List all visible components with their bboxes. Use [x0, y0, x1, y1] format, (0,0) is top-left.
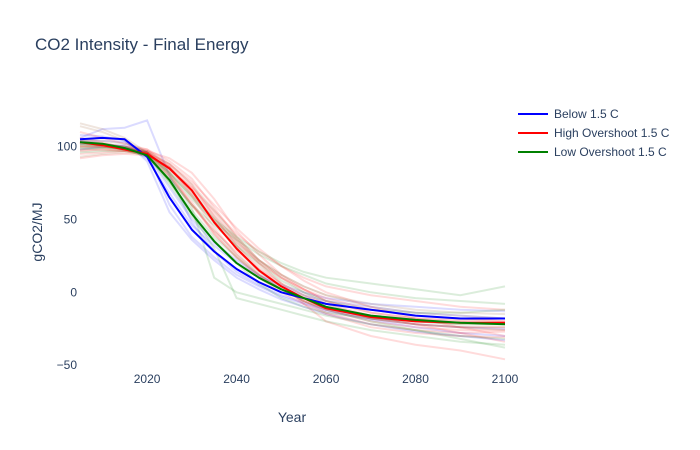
y-axis-title: gCO2/MJ	[29, 202, 45, 261]
background-trace	[80, 147, 506, 340]
x-tick-label: 2040	[223, 372, 250, 386]
background-trace	[79, 119, 506, 330]
background-trace	[80, 145, 506, 314]
y-tick-label: 50	[64, 212, 78, 226]
background-trace	[80, 145, 506, 335]
background-trace	[79, 139, 505, 326]
legend-label: High Overshoot 1.5 C	[554, 126, 670, 140]
x-axis-title: Year	[278, 409, 307, 425]
background-trace	[79, 136, 506, 339]
legend-item-0[interactable]: Below 1.5 C	[518, 107, 619, 121]
legend-label: Below 1.5 C	[554, 107, 619, 121]
background-trace	[80, 148, 505, 329]
series-line-2[interactable]	[79, 141, 506, 326]
legend-item-1[interactable]: High Overshoot 1.5 C	[518, 126, 670, 140]
background-trace	[80, 145, 506, 361]
x-tick-label: 2080	[402, 372, 429, 386]
x-tick-label: 2060	[313, 372, 340, 386]
y-tick-label: −50	[57, 358, 78, 372]
legend[interactable]: Below 1.5 C High Overshoot 1.5 C Low Overs…	[518, 107, 670, 159]
mean-traces	[79, 136, 506, 326]
x-tick-label: 2100	[492, 372, 519, 386]
background-trace	[79, 131, 505, 323]
background-trace	[79, 147, 506, 305]
legend-label: Low Overshoot 1.5 C	[554, 145, 667, 159]
x-axis-ticks: 2020 2040 2060 2080 2100	[134, 372, 519, 386]
y-axis-ticks: −50 0 50 100	[57, 140, 78, 372]
background-traces	[79, 119, 506, 361]
background-trace	[79, 151, 506, 316]
legend-item-2[interactable]: Low Overshoot 1.5 C	[518, 145, 667, 159]
background-trace	[79, 150, 506, 297]
background-trace	[79, 134, 506, 342]
y-tick-label: 100	[57, 140, 77, 154]
x-tick-label: 2020	[134, 372, 161, 386]
series-line-0[interactable]	[79, 136, 505, 320]
y-tick-label: 0	[70, 285, 77, 299]
chart-title: CO2 Intensity - Final Energy	[35, 35, 249, 54]
background-trace	[79, 122, 506, 332]
